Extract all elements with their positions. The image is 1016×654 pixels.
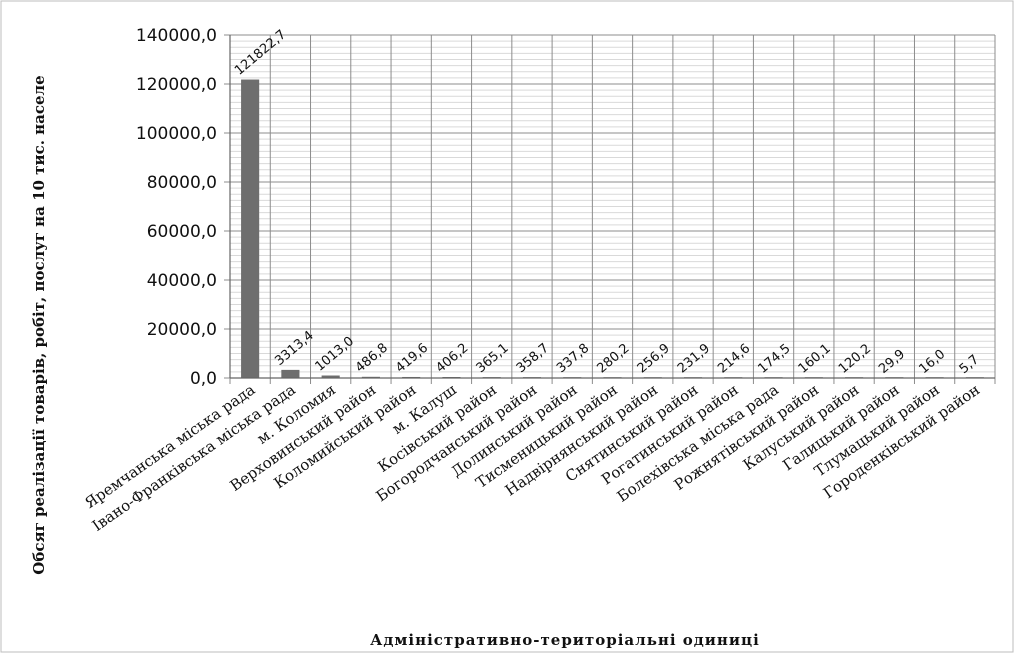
y-axis-title: Обсяг реалізації товарів, робіт, послуг … (30, 75, 48, 574)
y-tick-label: 100000,0 (136, 124, 217, 144)
y-tick-label: 120000,0 (136, 75, 217, 95)
y-tick-label: 0,0 (190, 369, 217, 389)
y-tick-label: 20000,0 (147, 320, 217, 340)
bar (281, 369, 300, 378)
axes (229, 35, 995, 379)
minor-gridlines (230, 40, 995, 373)
y-tick-label: 60000,0 (147, 222, 217, 242)
bar (321, 375, 340, 378)
y-tick-labels: 0,0 20000,0 40000,0 60000,0 80000,0 100000,0 1… (136, 26, 217, 389)
major-gridlines (224, 34, 996, 384)
x-axis-title: Адміністративно-територіальні одиниці (370, 631, 760, 649)
y-tick-label: 80000,0 (147, 173, 217, 193)
bar (241, 79, 260, 378)
y-tick-label: 140000,0 (136, 26, 217, 46)
y-tick-label: 40000,0 (147, 271, 217, 291)
